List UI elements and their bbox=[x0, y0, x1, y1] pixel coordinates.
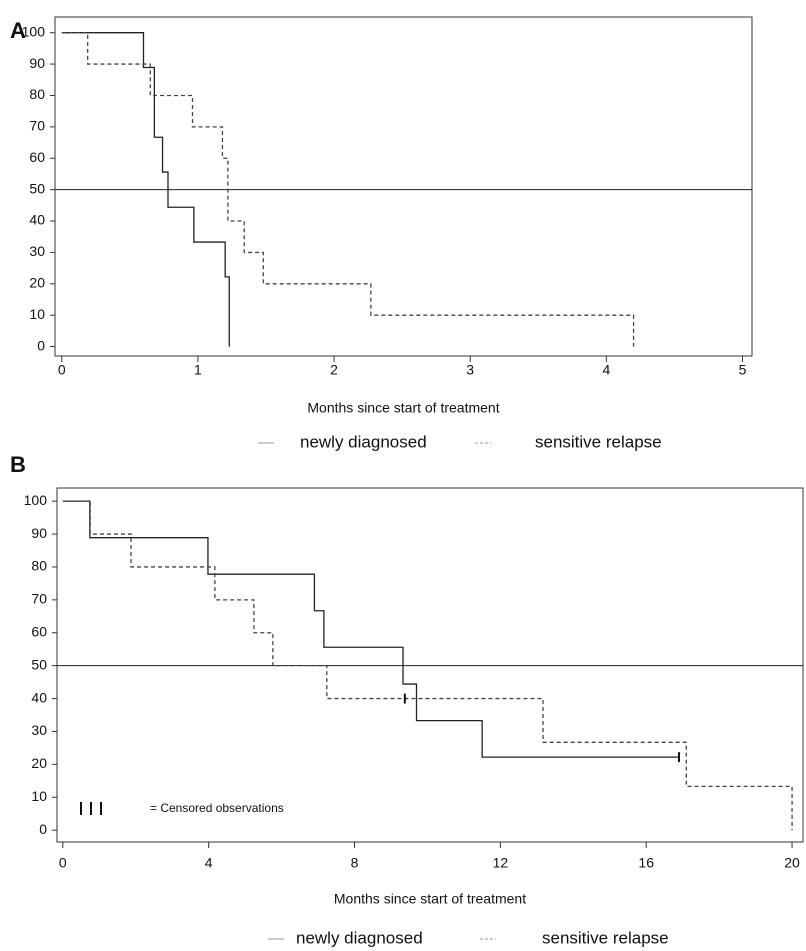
x-tick-label: 8 bbox=[351, 855, 359, 871]
y-tick-label: 100 bbox=[24, 492, 48, 508]
censor-symbol bbox=[80, 802, 102, 815]
x-tick-label: 3 bbox=[466, 362, 474, 378]
y-tick-label: 30 bbox=[29, 243, 45, 259]
plot-frame bbox=[54, 16, 753, 357]
survival-curve bbox=[62, 500, 793, 831]
y-tick-label: 100 bbox=[22, 23, 46, 39]
y-tick-label: 0 bbox=[37, 337, 45, 353]
y-tick-label: 0 bbox=[39, 821, 47, 837]
legend-label: sensitive relapse bbox=[542, 928, 669, 947]
x-tick-label: 1 bbox=[194, 362, 202, 378]
y-tick-label: 70 bbox=[29, 118, 45, 134]
y-tick-label: 20 bbox=[31, 755, 47, 771]
y-tick-label: 60 bbox=[29, 149, 45, 165]
y-tick-label: 70 bbox=[31, 591, 47, 607]
y-tick-label: 60 bbox=[31, 623, 47, 639]
y-tick-label: 40 bbox=[31, 689, 47, 705]
survival-curve bbox=[61, 32, 230, 347]
y-tick-label: 50 bbox=[31, 656, 47, 672]
y-tick-label: 90 bbox=[29, 55, 45, 71]
y-tick-label: 80 bbox=[31, 558, 47, 574]
x-tick-label: 12 bbox=[493, 855, 509, 871]
panel-label: A bbox=[10, 18, 26, 43]
x-tick-label: 0 bbox=[58, 362, 66, 378]
x-axis-title: Months since start of treatment bbox=[307, 400, 499, 416]
y-tick-label: 90 bbox=[31, 525, 47, 541]
y-tick-label: 30 bbox=[31, 722, 47, 738]
x-tick-label: 4 bbox=[602, 362, 610, 378]
legend-label: newly diagnosed bbox=[296, 928, 423, 947]
survival-curve bbox=[62, 500, 680, 758]
x-tick-label: 20 bbox=[784, 855, 800, 871]
x-tick-label: 4 bbox=[205, 855, 213, 871]
y-tick-label: 50 bbox=[29, 180, 45, 196]
y-tick-label: 10 bbox=[31, 788, 47, 804]
y-tick-label: 40 bbox=[29, 212, 45, 228]
x-tick-label: 2 bbox=[330, 362, 338, 378]
survival-curve bbox=[61, 32, 635, 347]
x-tick-label: 16 bbox=[638, 855, 654, 871]
panel-label: B bbox=[10, 452, 26, 477]
censor-note: = Censored observations bbox=[150, 801, 284, 815]
legend-label: sensitive relapse bbox=[535, 432, 662, 451]
plot-frame bbox=[56, 487, 804, 843]
y-tick-label: 10 bbox=[29, 306, 45, 322]
y-tick-label: 20 bbox=[29, 275, 45, 291]
x-axis-title: Months since start of treatment bbox=[334, 891, 526, 907]
y-tick-label: 80 bbox=[29, 86, 45, 102]
x-tick-label: 5 bbox=[739, 362, 747, 378]
x-tick-label: 0 bbox=[59, 855, 67, 871]
legend-label: newly diagnosed bbox=[300, 432, 427, 451]
